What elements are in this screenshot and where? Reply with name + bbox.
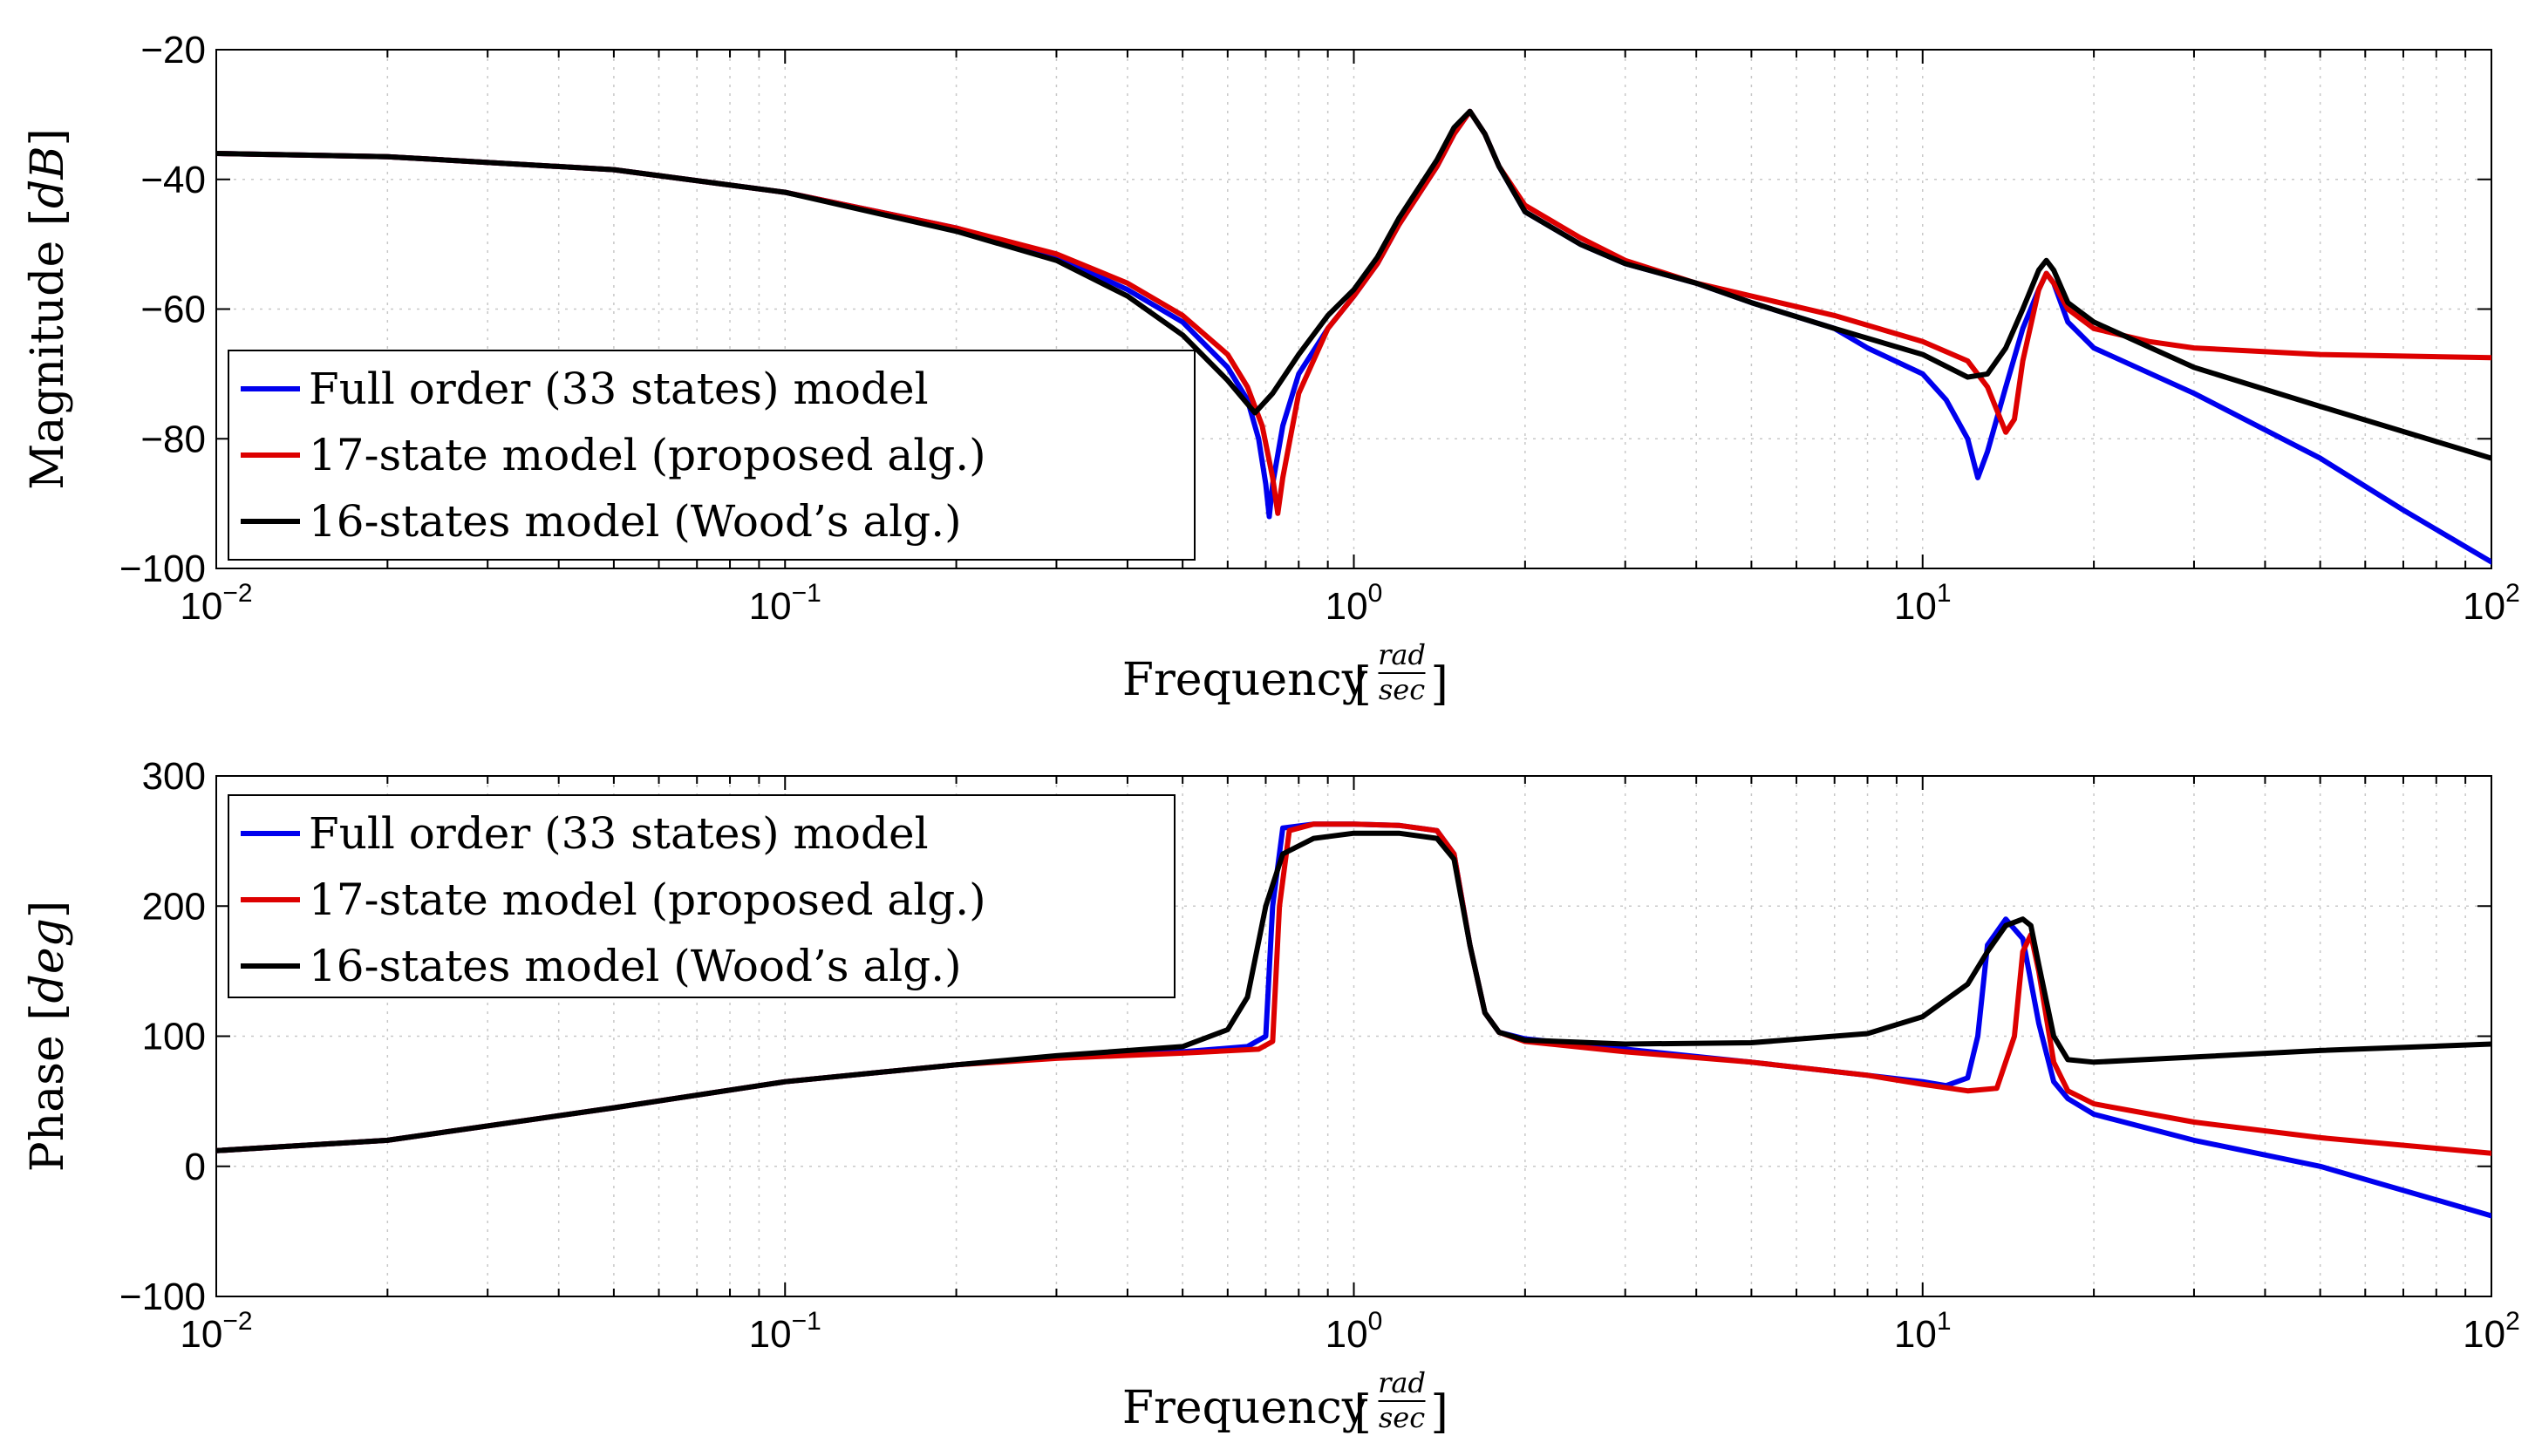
x-tick-label: 100 [1326, 579, 1383, 628]
y-tick-label: 100 [142, 1016, 206, 1058]
x-unit-numerator: rad [1378, 638, 1426, 671]
legend: Full order (33 states) model 17-state mod… [228, 794, 1176, 998]
y-tick-label: −80 [140, 418, 206, 460]
legend-box [228, 350, 1196, 561]
y-tick-label: −40 [140, 159, 206, 201]
x-unit-bracket-right: ] [1431, 658, 1448, 711]
x-tick-label: 10−2 [180, 1307, 252, 1356]
x-unit-bracket-left: [ [1354, 1386, 1372, 1439]
y-tick-label: 0 [185, 1146, 206, 1188]
x-tick-label: 100 [1326, 1307, 1383, 1356]
x-unit-bracket-right: ] [1431, 1386, 1448, 1439]
y-tick-label: 300 [142, 755, 206, 798]
x-tick-label: 10−1 [749, 579, 821, 628]
legend: Full order (33 states) model 17-state mod… [228, 350, 1196, 561]
series-group [216, 108, 2491, 565]
legend-label: Full order (33 states) model [309, 808, 929, 859]
y-axis-label: Phase [deg] [22, 901, 74, 1172]
legend-box [228, 794, 1176, 998]
x-tick-label: 10−2 [180, 579, 252, 628]
legend-label: Full order (33 states) model [309, 364, 929, 414]
legend-label: 16-states model (Wood’s alg.) [309, 941, 962, 991]
x-tick-label: 101 [1894, 579, 1952, 628]
x-unit-denominator: sec [1379, 1401, 1425, 1434]
x-tick-label: 102 [2463, 1307, 2520, 1356]
x-unit-numerator: rad [1378, 1366, 1426, 1399]
x-axis-label: Frequency [1122, 654, 1368, 706]
series-line [216, 830, 2491, 1153]
x-unit-denominator: sec [1379, 673, 1425, 706]
x-tick-label: 10−1 [749, 1307, 821, 1356]
x-tick-label: 101 [1894, 1307, 1952, 1356]
phase-panel: 10−2 10−1 100 101 102 −100 0 100 200 300 Frequency… [22, 755, 2520, 1439]
legend-label: 16-states model (Wood’s alg.) [309, 496, 962, 547]
y-tick-label: −60 [140, 289, 206, 331]
x-unit-bracket-left: [ [1354, 658, 1372, 711]
legend-label: 17-state model (proposed alg.) [309, 430, 986, 480]
magnitude-panel: 10−2 10−1 100 101 102 −100 −80 −60 −40 −20 Frequen… [22, 29, 2520, 711]
series-group [216, 821, 2491, 1219]
x-tick-label: 102 [2463, 579, 2520, 628]
series-line [216, 108, 2491, 461]
x-axis-label: Frequency [1122, 1382, 1368, 1434]
y-tick-label: 200 [142, 885, 206, 928]
y-tick-label: −100 [119, 1276, 206, 1318]
y-axis-label: Magnitude [dB] [22, 128, 74, 490]
legend-label: 17-state model (proposed alg.) [309, 874, 986, 925]
y-tick-label: −20 [140, 29, 206, 71]
y-tick-label: −100 [119, 548, 206, 590]
